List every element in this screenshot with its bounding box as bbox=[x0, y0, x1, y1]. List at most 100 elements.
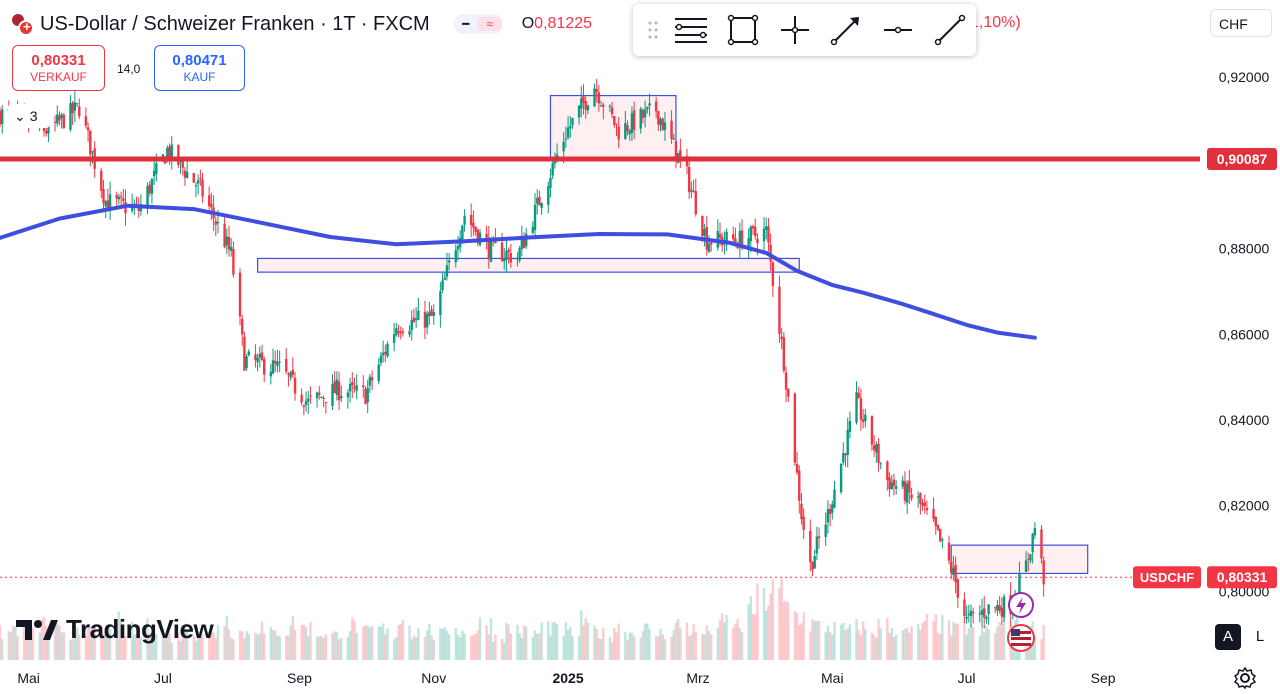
candle-body bbox=[925, 508, 929, 511]
candle-body bbox=[670, 120, 673, 139]
candle-body bbox=[690, 189, 693, 192]
indicator-pill[interactable]: ━ ≈ bbox=[453, 14, 502, 34]
volume-bar bbox=[214, 638, 217, 660]
candle bbox=[947, 535, 951, 565]
candle-body bbox=[192, 173, 195, 183]
volume-bar bbox=[243, 638, 246, 660]
candle bbox=[520, 225, 524, 257]
price-tick-label: 0,88000 bbox=[1219, 241, 1270, 257]
candle-body bbox=[1031, 533, 1034, 553]
candle-body bbox=[613, 116, 616, 125]
candle-body bbox=[828, 508, 832, 515]
candle bbox=[996, 599, 999, 617]
horizontal-line-icon[interactable] bbox=[872, 8, 924, 52]
volume-bar bbox=[846, 628, 849, 660]
candle-body bbox=[778, 286, 781, 334]
candle-body bbox=[886, 461, 889, 481]
volume-bar bbox=[309, 622, 312, 660]
us-flag-icon[interactable] bbox=[1007, 624, 1035, 652]
candle-body bbox=[540, 203, 543, 209]
candle-body bbox=[307, 398, 310, 402]
symbol-title[interactable]: US-Dollar / Schweizer Franken · 1T · FXC… bbox=[40, 12, 430, 35]
volume-bar bbox=[78, 634, 81, 660]
candle-body bbox=[793, 393, 797, 463]
candle-body bbox=[965, 617, 968, 619]
gear-icon[interactable] bbox=[1233, 666, 1257, 690]
candle bbox=[170, 135, 173, 170]
candle-body bbox=[1027, 558, 1030, 560]
candle-body bbox=[355, 385, 358, 391]
buy-label: KAUF bbox=[183, 70, 216, 84]
volume-bar bbox=[91, 627, 94, 660]
candle bbox=[872, 435, 876, 457]
auto-scale-button[interactable]: A bbox=[1215, 624, 1241, 650]
candle bbox=[119, 191, 123, 206]
volume-bar bbox=[978, 635, 982, 660]
currency-pair-flag-icon bbox=[10, 12, 34, 36]
candle-body bbox=[824, 524, 827, 537]
sell-price: 0,80331 bbox=[31, 52, 86, 69]
candle bbox=[949, 554, 953, 580]
candle-body bbox=[795, 464, 799, 473]
candle bbox=[577, 105, 581, 125]
indicator-collapse-button[interactable]: ⌄ 3 bbox=[8, 104, 50, 128]
candle-body bbox=[602, 104, 605, 107]
candle bbox=[551, 160, 554, 180]
volume-bar bbox=[855, 619, 858, 660]
candle bbox=[599, 100, 603, 107]
candle-body bbox=[839, 463, 843, 493]
candle-body bbox=[707, 243, 711, 252]
candle bbox=[842, 442, 845, 466]
lightning-icon[interactable] bbox=[1008, 592, 1034, 618]
candle-body bbox=[978, 613, 982, 615]
candle bbox=[925, 500, 929, 515]
indicator-count: 3 bbox=[29, 108, 38, 124]
candle-body bbox=[732, 234, 735, 240]
volume-bar bbox=[410, 639, 413, 660]
volume-bar bbox=[300, 625, 303, 660]
lines-icon[interactable] bbox=[665, 8, 717, 52]
candle-body bbox=[787, 388, 790, 397]
volume-bar bbox=[7, 631, 11, 660]
candle bbox=[879, 461, 882, 470]
candle bbox=[780, 327, 783, 350]
rectangle-icon[interactable] bbox=[717, 8, 769, 52]
candle-body bbox=[987, 604, 990, 614]
time-axis: Mai Jul Sep Nov 2025 Mrz Mai Jul Sep bbox=[17, 670, 1115, 686]
trend-line-icon[interactable] bbox=[820, 8, 872, 52]
volume-bar bbox=[615, 632, 618, 660]
crosshair-icon[interactable] bbox=[769, 8, 821, 52]
candle bbox=[0, 107, 2, 127]
volume-bar bbox=[379, 626, 383, 660]
candle bbox=[106, 188, 110, 211]
candle-body bbox=[381, 352, 385, 356]
wave-icon[interactable]: ≈ bbox=[477, 17, 502, 31]
minus-icon[interactable]: ━ bbox=[462, 17, 470, 31]
sell-button[interactable]: 0,80331 VERKAUF bbox=[12, 45, 105, 91]
volume-bar bbox=[833, 621, 836, 660]
volume-bar bbox=[936, 632, 940, 660]
candle bbox=[870, 415, 874, 452]
candle bbox=[439, 282, 442, 328]
candle bbox=[602, 102, 605, 120]
candle bbox=[392, 322, 396, 352]
buy-button[interactable]: 0,80471 KAUF bbox=[154, 45, 245, 91]
candle-body bbox=[368, 376, 372, 386]
volume-bar bbox=[732, 628, 735, 660]
candle-body bbox=[106, 200, 110, 210]
candle-body bbox=[815, 536, 819, 554]
candle-body bbox=[56, 114, 59, 124]
candle bbox=[802, 508, 805, 540]
candle bbox=[287, 372, 290, 387]
candle-body bbox=[809, 530, 812, 563]
currency-selector[interactable]: CHF bbox=[1210, 9, 1272, 37]
volume-bar bbox=[133, 634, 136, 660]
candle-body bbox=[117, 196, 121, 200]
log-scale-button[interactable]: L bbox=[1255, 628, 1265, 645]
candle bbox=[285, 347, 288, 375]
ray-icon[interactable] bbox=[924, 8, 976, 52]
volume-bar bbox=[163, 635, 167, 660]
grip-icon[interactable] bbox=[641, 10, 665, 50]
volume-bar bbox=[381, 623, 385, 660]
